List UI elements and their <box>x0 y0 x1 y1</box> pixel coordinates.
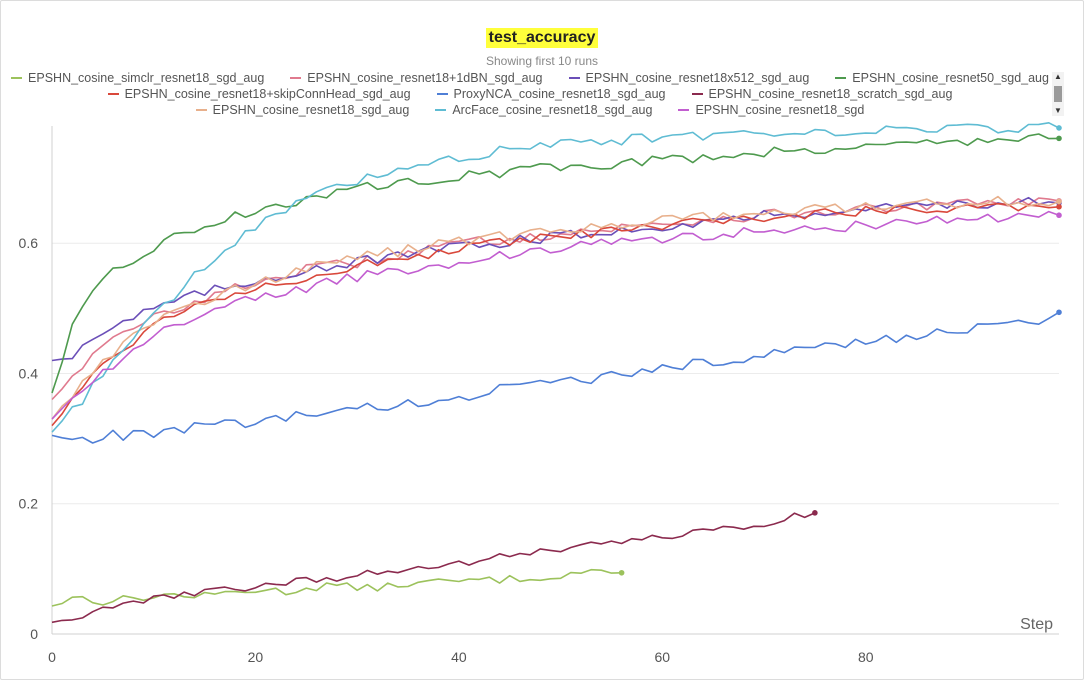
x-tick-label: 0 <box>48 649 56 665</box>
legend-item[interactable]: EPSHN_cosine_resnet18_scratch_sgd_aug <box>691 86 953 102</box>
legend-item[interactable]: EPSHN_cosine_resnet18+skipConnHead_sgd_a… <box>107 86 411 102</box>
scroll-down-arrow-icon[interactable]: ▼ <box>1054 106 1062 115</box>
series-end-point <box>1056 203 1062 210</box>
series-line <box>51 202 1060 427</box>
legend-label: EPSHN_cosine_resnet18_sgd_aug <box>212 103 410 117</box>
legend-label: EPSHN_cosine_resnet18x512_sgd_aug <box>585 71 810 85</box>
legend-swatch <box>691 93 703 95</box>
legend-swatch <box>195 109 207 111</box>
series-end-point <box>812 510 818 516</box>
legend-swatch <box>436 93 448 95</box>
series-line <box>51 311 1060 444</box>
legend-scrollbar[interactable]: ▲ ▼ <box>1052 72 1064 116</box>
series-line <box>51 210 1060 420</box>
series-line <box>51 568 622 607</box>
y-tick-label: 0 <box>30 626 38 642</box>
legend-item[interactable]: EPSHN_cosine_resnet18+1dBN_sgd_aug <box>290 70 543 86</box>
x-tick-label: 20 <box>248 649 264 665</box>
legend-swatch <box>107 93 119 95</box>
legend-item[interactable]: EPSHN_cosine_resnet18x512_sgd_aug <box>568 70 810 86</box>
legend-item[interactable]: EPSHN_cosine_resnet50_sgd_aug <box>835 70 1049 86</box>
legend-swatch <box>678 109 690 111</box>
legend-item[interactable]: EPSHN_cosine_simclr_resnet18_sgd_aug <box>11 70 264 86</box>
legend-label: EPSHN_cosine_simclr_resnet18_sgd_aug <box>28 71 265 85</box>
legend-swatch <box>290 77 302 79</box>
legend-label: ArcFace_cosine_resnet18_sgd_aug <box>452 103 653 117</box>
series-line <box>51 133 1060 394</box>
legend-row: EPSHN_cosine_resnet18+skipConnHead_sgd_a… <box>14 86 1046 102</box>
legend-label: EPSHN_cosine_resnet18_scratch_sgd_aug <box>708 87 953 101</box>
series-end-point <box>618 569 625 576</box>
legend-label: ProxyNCA_cosine_resnet18_sgd_aug <box>453 87 666 101</box>
y-tick-label: 0.6 <box>19 235 39 251</box>
scroll-thumb[interactable] <box>1054 86 1062 102</box>
legend-item[interactable]: ProxyNCA_cosine_resnet18_sgd_aug <box>436 86 666 102</box>
legend-label: EPSHN_cosine_resnet18_sgd <box>695 103 865 117</box>
legend-swatch <box>835 77 847 79</box>
legend-swatch <box>435 109 447 111</box>
series-line <box>51 122 1060 433</box>
x-tick-label: 60 <box>655 649 671 665</box>
x-tick-label: 40 <box>451 649 467 665</box>
series-line <box>51 196 1060 362</box>
series-line <box>51 195 1060 420</box>
series-line <box>51 512 816 624</box>
chart-title: test_accuracy <box>485 28 599 48</box>
legend-label: EPSHN_cosine_resnet18+skipConnHead_sgd_a… <box>124 87 411 101</box>
series-end-point <box>1056 125 1062 131</box>
legend-row: EPSHN_cosine_resnet18_sgd_aug ArcFace_co… <box>14 102 1046 118</box>
y-tick-label: 0.2 <box>19 496 39 512</box>
legend-item[interactable]: EPSHN_cosine_resnet18_sgd <box>678 102 864 118</box>
legend-swatch <box>11 77 23 79</box>
series-end-point <box>1056 212 1062 219</box>
scroll-up-arrow-icon[interactable]: ▲ <box>1054 72 1062 81</box>
series-end-point <box>1056 309 1062 316</box>
series-end-point <box>1056 198 1062 205</box>
x-tick-label: 80 <box>858 649 874 665</box>
legend-item[interactable]: ArcFace_cosine_resnet18_sgd_aug <box>435 102 652 118</box>
y-tick-label: 0.4 <box>19 365 39 381</box>
x-axis-label: Step <box>1020 616 1053 633</box>
legend: EPSHN_cosine_simclr_resnet18_sgd_aug EPS… <box>11 70 1049 118</box>
chart-title-wrap: test_accuracy <box>0 28 1084 48</box>
legend-item[interactable]: EPSHN_cosine_resnet18_sgd_aug <box>195 102 410 118</box>
legend-row: EPSHN_cosine_simclr_resnet18_sgd_aug EPS… <box>11 70 1049 86</box>
legend-label: EPSHN_cosine_resnet18+1dBN_sgd_aug <box>307 71 543 85</box>
chart-subtitle: Showing first 10 runs <box>485 54 599 68</box>
legend-label: EPSHN_cosine_resnet50_sgd_aug <box>852 71 1049 85</box>
legend-swatch <box>568 77 580 79</box>
series-end-point <box>1056 135 1062 142</box>
